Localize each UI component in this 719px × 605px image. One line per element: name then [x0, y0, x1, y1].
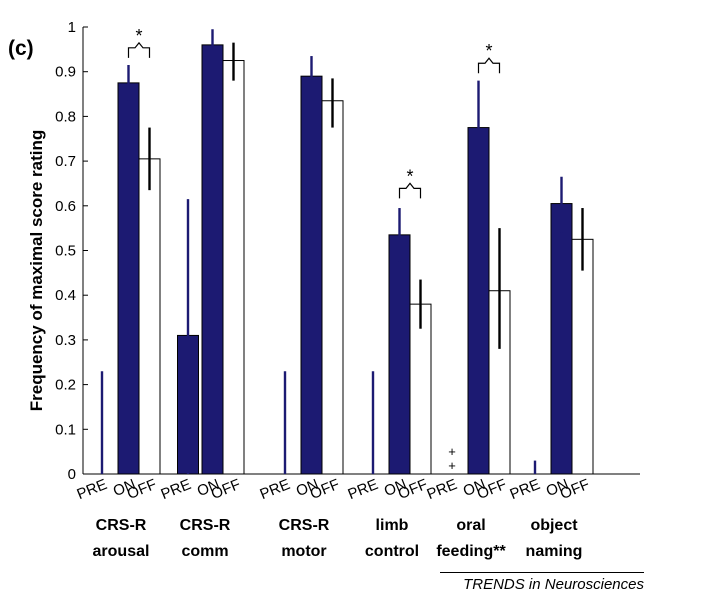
condition-label-pre: PRE — [346, 476, 381, 503]
condition-label-pre: PRE — [159, 476, 194, 503]
group-label-line2: arousal — [93, 543, 150, 560]
pre-marker: + — [448, 458, 456, 473]
y-tick-label: 0 — [68, 466, 76, 483]
condition-label-pre: PRE — [425, 476, 460, 503]
significance-star: * — [406, 166, 413, 186]
group-label-line1: CRS-R — [279, 517, 330, 534]
group-label-line2: comm — [181, 543, 228, 560]
group-label-line1: CRS-R — [180, 517, 231, 534]
pre-marker: + — [448, 444, 456, 459]
y-tick-label: 1 — [68, 19, 76, 36]
y-tick-label: 0.8 — [55, 108, 76, 125]
bar-on — [117, 82, 140, 475]
group-label-line2: naming — [526, 543, 583, 560]
condition-label-pre: PRE — [75, 476, 110, 503]
y-tick-label: 0.3 — [55, 332, 76, 349]
bar-on — [300, 75, 323, 475]
y-tick-label: 0.6 — [55, 198, 76, 215]
bar-on — [467, 127, 490, 475]
significance-bracket — [127, 41, 151, 58]
y-tick-label: 0.1 — [55, 421, 76, 438]
y-axis-label: Frequency of maximal score rating — [27, 130, 46, 412]
significance-star: * — [485, 41, 492, 61]
condition-label-pre: PRE — [258, 476, 293, 503]
group-label-line1: object — [530, 517, 578, 534]
bar-off — [409, 303, 432, 475]
credit-line: TRENDS in Neurosciences — [440, 572, 644, 593]
group-label-line2: control — [365, 543, 419, 560]
group-label-line1: CRS-R — [96, 517, 147, 534]
y-tick-label: 0.5 — [55, 243, 76, 260]
significance-star: * — [135, 26, 142, 46]
y-tick-label: 0.9 — [55, 64, 76, 81]
bar-on — [201, 44, 224, 475]
significance-bracket — [477, 57, 501, 74]
bar-off — [571, 238, 594, 475]
significance-bracket — [398, 182, 422, 199]
bar-off — [138, 158, 161, 475]
bar-off — [222, 60, 245, 475]
group-label-line2: feeding** — [436, 543, 506, 560]
bar-on — [388, 234, 411, 475]
group-label-line1: limb — [376, 517, 409, 534]
y-tick-label: 0.2 — [55, 377, 76, 394]
condition-label-pre: PRE — [508, 476, 543, 503]
bar-on — [550, 203, 573, 475]
group-label-line2: motor — [281, 543, 326, 560]
panel-label: (c) — [8, 37, 34, 60]
y-tick-label: 0.7 — [55, 153, 76, 170]
y-tick-label: 0.4 — [55, 287, 76, 304]
bar-off — [321, 100, 344, 475]
group-label-line1: oral — [456, 517, 485, 534]
